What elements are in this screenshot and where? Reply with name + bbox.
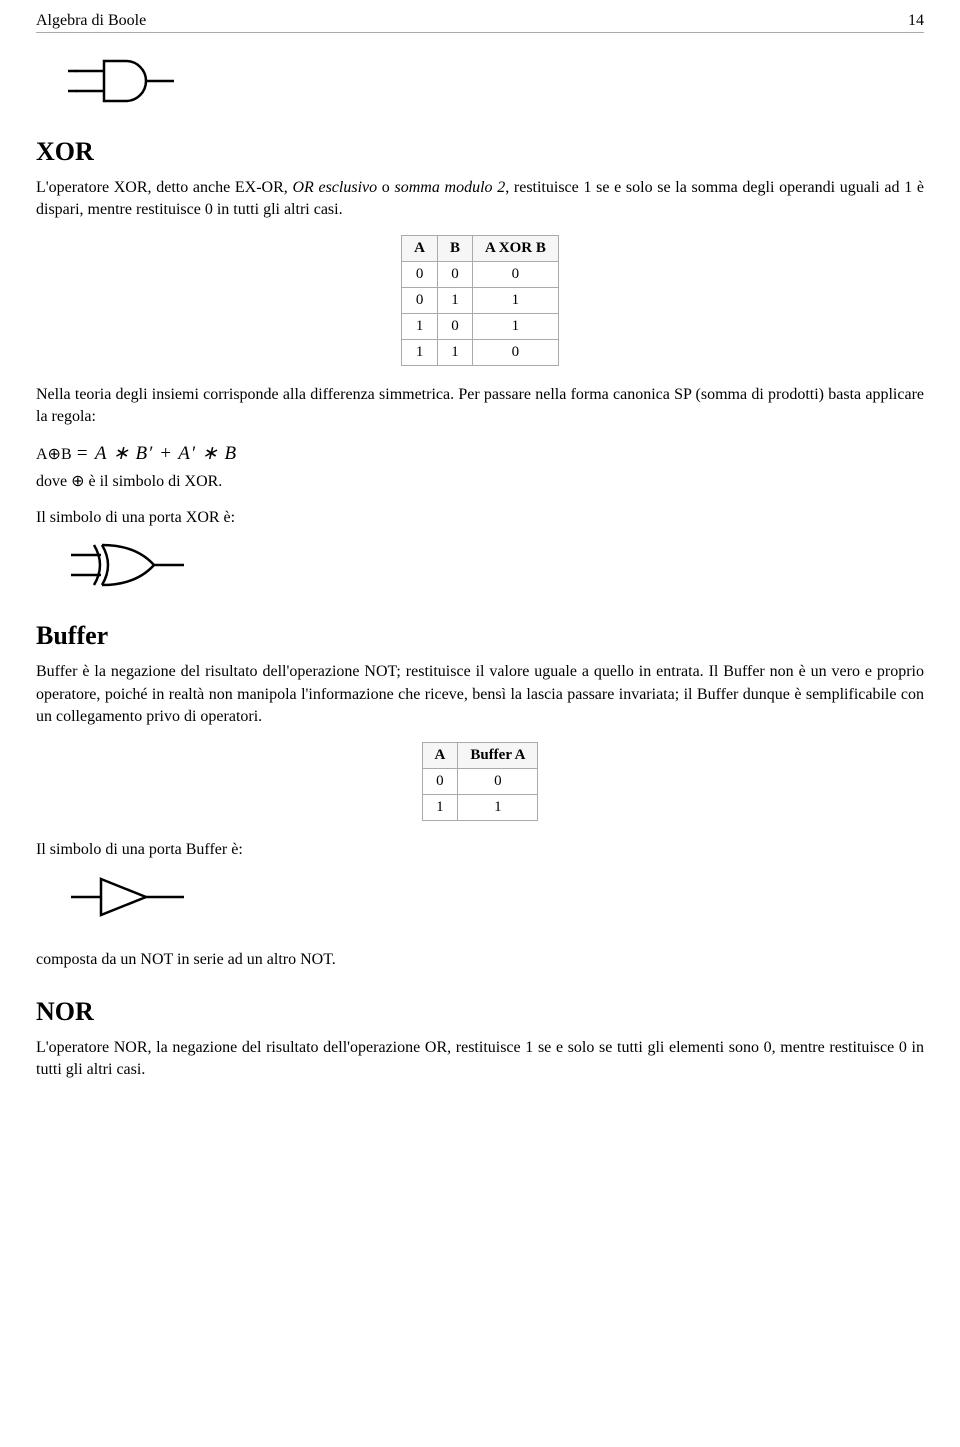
nor-heading: NOR [36, 997, 924, 1027]
buffer-truth-table: A Buffer A 0 0 1 1 [422, 742, 539, 821]
table-row: 1 1 0 [402, 340, 559, 366]
buffer-symbol-intro: Il simbolo di una porta Buffer è: [36, 839, 924, 861]
table-header: A [422, 742, 458, 768]
xor-paragraph-1: L'operatore XOR, detto anche EX-OR, OR e… [36, 177, 924, 221]
buffer-paragraph-1: Buffer è la negazione del risultato dell… [36, 661, 924, 727]
xor-formula-lhs: A⊕B [36, 446, 72, 463]
xor-symbol-intro: Il simbolo di una porta XOR è: [36, 507, 924, 529]
table-row: 0 0 0 [402, 262, 559, 288]
table-row: 1 1 [422, 794, 538, 820]
xor-p1-d: somma modulo 2 [395, 179, 506, 196]
table-header: Buffer A [458, 742, 538, 768]
xor-formula: A⊕B = A ∗ B′ + A′ ∗ B [36, 442, 924, 465]
xor-formula-note: dove ⊕ è il simbolo di XOR. [36, 471, 924, 493]
xor-p1-a: L'operatore XOR, detto anche EX-OR, [36, 179, 292, 196]
table-row: 0 0 [422, 768, 538, 794]
and-gate-icon [66, 51, 186, 111]
nor-paragraph-1: L'operatore NOR, la negazione del risult… [36, 1037, 924, 1081]
xor-heading: XOR [36, 137, 924, 167]
buffer-gate-icon [66, 867, 196, 927]
xor-p1-c: o [377, 179, 394, 196]
header-page-number: 14 [908, 12, 924, 30]
table-row: 1 0 1 [402, 314, 559, 340]
xor-paragraph-2: Nella teoria degli insiemi corrisponde a… [36, 384, 924, 428]
table-header: B [437, 236, 472, 262]
xor-formula-rhs: = A ∗ B′ + A′ ∗ B [76, 443, 237, 464]
table-header: A [402, 236, 438, 262]
header-title: Algebra di Boole [36, 12, 146, 30]
table-header: A XOR B [473, 236, 559, 262]
xor-truth-table: A B A XOR B 0 0 0 0 1 1 1 0 1 1 [401, 235, 559, 366]
page-header: Algebra di Boole 14 [36, 12, 924, 33]
buffer-heading: Buffer [36, 621, 924, 651]
xor-gate-icon [66, 535, 196, 595]
table-row: 0 1 1 [402, 288, 559, 314]
xor-p1-b: OR esclusivo [292, 179, 377, 196]
buffer-after-symbol: composta da un NOT in serie ad un altro … [36, 949, 924, 971]
